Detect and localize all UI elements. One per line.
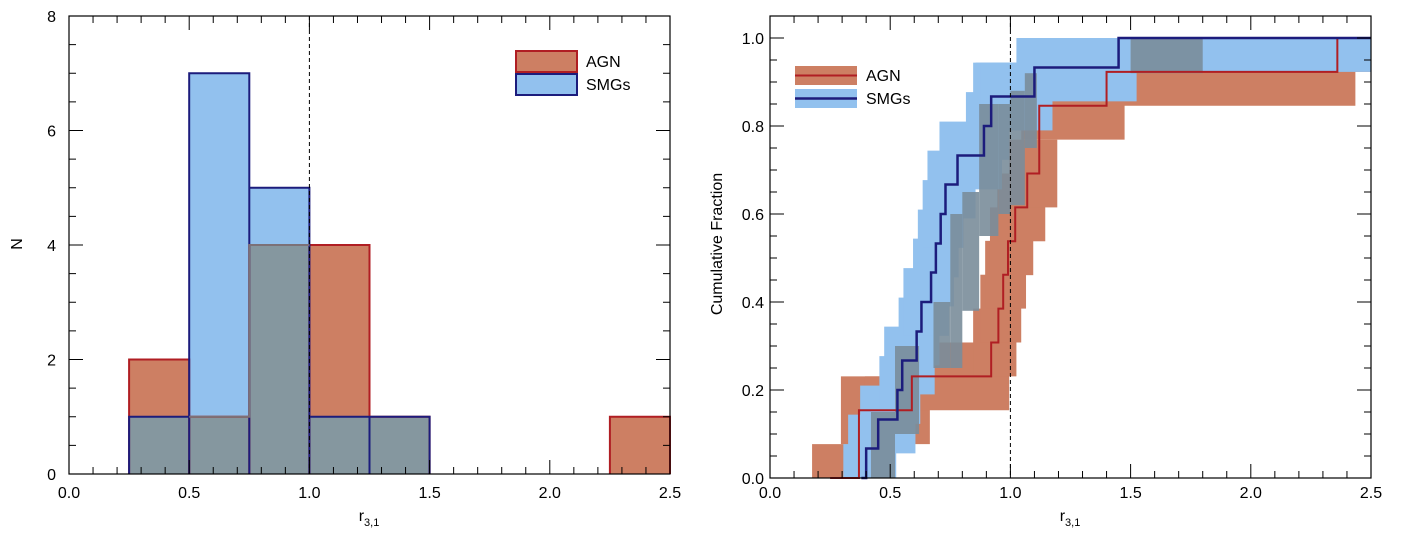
overlap-band <box>998 104 1011 214</box>
overlap-band <box>1010 90 1025 206</box>
y-tick-label: 6 <box>47 124 56 141</box>
overlap-band <box>1130 38 1203 74</box>
x-tick-label: 2.0 <box>539 485 561 502</box>
y-tick-label: 0.6 <box>742 207 764 224</box>
x-tick-label: 1.5 <box>1119 485 1141 502</box>
x-tick-label: 2.0 <box>1240 485 1262 502</box>
legend-label-agn: AGN <box>586 54 621 71</box>
legend-label-smg: SMGs <box>586 77 630 94</box>
x-tick-labels: 0.0 0.5 1.0 1.5 2.0 2.5 <box>58 485 681 502</box>
overlap-band <box>979 104 999 236</box>
y-tick-label: 0.2 <box>742 383 764 400</box>
x-tick-label: 0.0 <box>58 485 80 502</box>
y-axis-label: N <box>9 238 26 250</box>
legend-swatch-agn <box>515 50 578 73</box>
x-tick-label: 2.5 <box>659 485 681 502</box>
overlap-band <box>870 412 896 478</box>
x-tick-label: 1.5 <box>418 485 440 502</box>
smg-bar <box>189 73 250 474</box>
y-tick-label: 0.0 <box>742 471 764 488</box>
smg-cdf-line <box>861 36 1371 480</box>
x-tick-label: 0.0 <box>759 485 781 502</box>
legend-label-smg: SMGs <box>866 91 910 108</box>
overlap-bar <box>129 416 190 474</box>
y-tick-label: 0 <box>47 467 56 484</box>
overlap-bar <box>369 416 430 474</box>
axis-ticks <box>68 15 671 475</box>
overlap-bar <box>189 416 250 474</box>
y-tick-label: 8 <box>47 9 56 26</box>
x-tick-label: 2.5 <box>1360 485 1382 502</box>
legend: AGN SMGs <box>515 50 630 96</box>
x-tick-label: 1.0 <box>298 485 320 502</box>
agn-cdf-line <box>830 37 1371 479</box>
plot-frame <box>769 15 1372 479</box>
legend-label-agn: AGN <box>866 68 901 85</box>
smg-outline <box>128 72 431 474</box>
x-axis-label: r3,1 <box>359 508 380 529</box>
overlap-bar <box>249 245 310 474</box>
cumulative-panel: 0.0 0.5 1.0 1.5 2.0 2.5 0.0 0.2 0.4 0.6 0.8 1.0 r3… <box>709 15 1382 529</box>
cdf-lines <box>830 36 1371 480</box>
x-tick-label: 0.5 <box>879 485 901 502</box>
y-tick-labels: 0 2 4 6 8 <box>47 9 56 484</box>
y-tick-label: 0.8 <box>742 119 764 136</box>
axis-ticks <box>769 15 1372 479</box>
y-tick-label: 1.0 <box>742 31 764 48</box>
agn-bar <box>609 416 670 474</box>
overlap-band <box>933 302 951 368</box>
y-tick-label: 2 <box>47 353 56 370</box>
x-tick-label: 1.0 <box>999 485 1021 502</box>
histogram-panel: 0.0 0.5 1.0 1.5 2.0 2.5 0 2 4 6 8 r3,1 N AGN SMGs <box>9 9 681 529</box>
y-tick-label: 0.4 <box>742 295 764 312</box>
x-tick-labels: 0.0 0.5 1.0 1.5 2.0 2.5 <box>759 485 1382 502</box>
overlap-band <box>962 192 980 311</box>
overlap-band <box>950 214 963 368</box>
y-axis-label: Cumulative Fraction <box>709 173 726 315</box>
histogram-bars <box>128 72 671 474</box>
legend-swatch-smg <box>515 73 578 96</box>
agn-hidden-outline <box>189 244 310 418</box>
y-tick-labels: 0.0 0.2 0.4 0.6 0.8 1.0 <box>742 31 764 488</box>
legend: AGN SMGs <box>795 66 910 108</box>
x-axis-label: r3,1 <box>1060 508 1081 529</box>
x-tick-label: 0.5 <box>178 485 200 502</box>
overlap-bar <box>309 416 370 474</box>
y-tick-label: 4 <box>47 238 56 255</box>
